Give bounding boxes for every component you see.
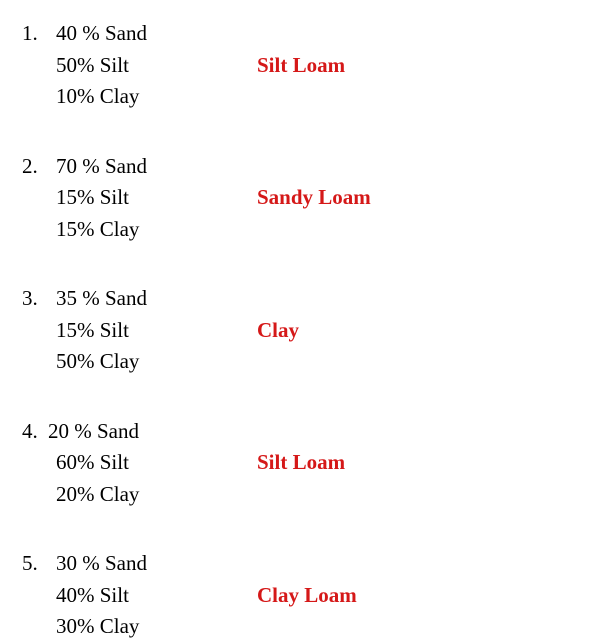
silt-percentage: 50% Silt — [22, 50, 257, 82]
soil-entry-2: 2.70 % Sand15% Silt15% ClaySandy Loam — [22, 151, 604, 246]
clay-percentage: 10% Clay — [22, 81, 257, 113]
soil-classification: Sandy Loam — [257, 185, 371, 210]
soil-classification: Clay — [257, 318, 299, 343]
soil-entry-1: 1.40 % Sand50% Silt10% ClaySilt Loam — [22, 18, 604, 113]
sand-percentage: 20 % Sand — [48, 416, 139, 448]
silt-percentage: 15% Silt — [22, 182, 257, 214]
composition-column: 2.70 % Sand15% Silt15% Clay — [22, 151, 257, 246]
soil-classification-list: 1.40 % Sand50% Silt10% ClaySilt Loam2.70… — [22, 18, 604, 643]
clay-percentage: 30% Clay — [22, 611, 257, 643]
sand-line: 4.20 % Sand — [22, 416, 257, 448]
clay-percentage: 15% Clay — [22, 214, 257, 246]
entry-number: 2. — [22, 151, 56, 183]
soil-entry-4: 4.20 % Sand60% Silt20% ClaySilt Loam — [22, 416, 604, 511]
soil-classification: Silt Loam — [257, 53, 345, 78]
composition-column: 4.20 % Sand60% Silt20% Clay — [22, 416, 257, 511]
silt-percentage: 15% Silt — [22, 315, 257, 347]
sand-line: 3.35 % Sand — [22, 283, 257, 315]
sand-line: 2.70 % Sand — [22, 151, 257, 183]
soil-classification: Clay Loam — [257, 583, 357, 608]
entry-number: 1. — [22, 18, 56, 50]
sand-line: 1.40 % Sand — [22, 18, 257, 50]
sand-percentage: 30 % Sand — [56, 548, 147, 580]
entry-number: 4. — [22, 416, 48, 448]
entry-number: 3. — [22, 283, 56, 315]
composition-column: 3.35 % Sand15% Silt50% Clay — [22, 283, 257, 378]
clay-percentage: 50% Clay — [22, 346, 257, 378]
soil-entry-5: 5.30 % Sand40% Silt30% ClayClay Loam — [22, 548, 604, 643]
sand-percentage: 70 % Sand — [56, 151, 147, 183]
soil-entry-3: 3.35 % Sand15% Silt50% ClayClay — [22, 283, 604, 378]
composition-column: 1.40 % Sand50% Silt10% Clay — [22, 18, 257, 113]
sand-percentage: 40 % Sand — [56, 18, 147, 50]
sand-line: 5.30 % Sand — [22, 548, 257, 580]
clay-percentage: 20% Clay — [22, 479, 257, 511]
silt-percentage: 40% Silt — [22, 580, 257, 612]
composition-column: 5.30 % Sand40% Silt30% Clay — [22, 548, 257, 643]
sand-percentage: 35 % Sand — [56, 283, 147, 315]
silt-percentage: 60% Silt — [22, 447, 257, 479]
soil-classification: Silt Loam — [257, 450, 345, 475]
entry-number: 5. — [22, 548, 56, 580]
